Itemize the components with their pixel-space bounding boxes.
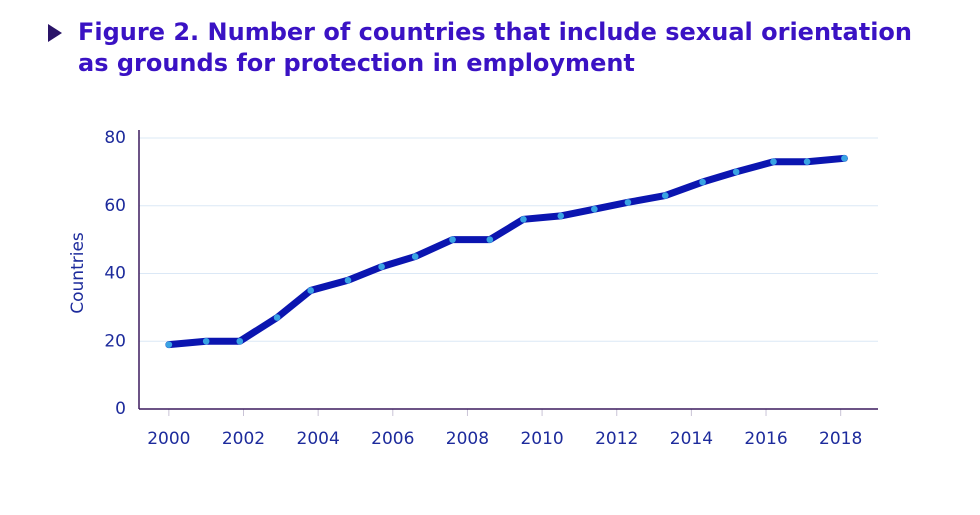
y-axis-label: Countries xyxy=(68,232,88,314)
x-tick-label: 2002 xyxy=(222,429,265,449)
point xyxy=(165,341,173,348)
point xyxy=(770,158,777,166)
point xyxy=(202,337,210,345)
point xyxy=(411,253,419,260)
y-tick-label: 80 xyxy=(104,128,126,148)
point xyxy=(273,314,281,321)
x-tick-label: 2008 xyxy=(446,429,489,449)
point xyxy=(378,263,385,271)
point xyxy=(661,192,669,199)
y-tick-label: 60 xyxy=(104,196,126,216)
x-tick-label: 2004 xyxy=(297,429,340,449)
point xyxy=(236,337,244,345)
x-tick-label: 2006 xyxy=(371,429,414,449)
point xyxy=(557,212,565,220)
point xyxy=(591,205,598,213)
point xyxy=(520,216,527,223)
chart-subtitle: as grounds for protection in employment xyxy=(78,49,635,77)
point xyxy=(486,236,494,243)
point xyxy=(699,178,706,186)
line xyxy=(165,154,848,349)
x-tick-label: 2012 xyxy=(595,429,638,449)
x-tick-label: 2014 xyxy=(670,429,713,449)
y-tick-label: 0 xyxy=(115,399,126,419)
point xyxy=(449,236,456,243)
x-tick-label: 2016 xyxy=(744,429,787,449)
point xyxy=(803,158,811,166)
point xyxy=(624,199,632,206)
y-tick-label: 40 xyxy=(104,264,126,284)
point xyxy=(344,276,352,284)
y-tick-label: 20 xyxy=(104,331,126,351)
x-tick-label: 2010 xyxy=(520,429,563,449)
point xyxy=(841,155,848,162)
title-marker xyxy=(48,24,62,42)
chart-title: Figure 2. Number of countries that inclu… xyxy=(78,18,912,46)
point xyxy=(307,287,314,294)
x-tick-label: 2018 xyxy=(819,429,862,449)
point xyxy=(732,168,740,176)
x-tick-label: 2000 xyxy=(147,429,190,449)
